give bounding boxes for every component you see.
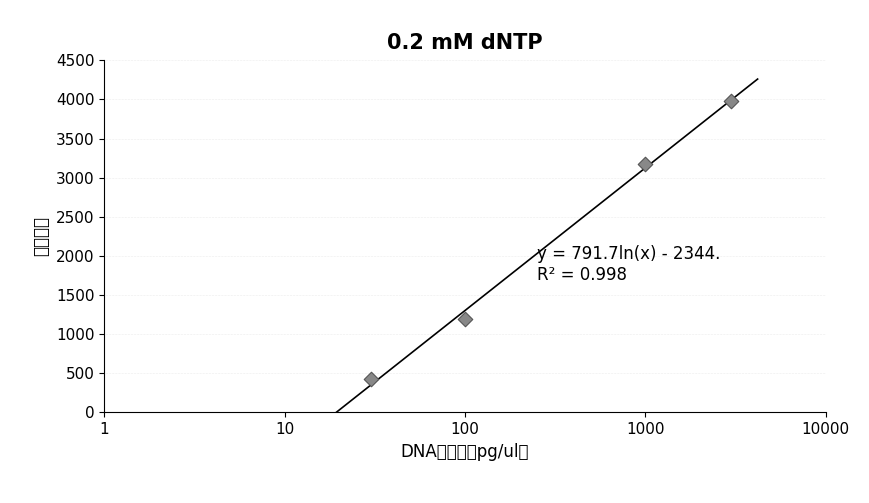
- Text: y = 791.7ln(x) - 2344.
R² = 0.998: y = 791.7ln(x) - 2344. R² = 0.998: [537, 245, 720, 284]
- Point: [458, 314, 472, 322]
- X-axis label: DNA输入量（pg/ul）: DNA输入量（pg/ul）: [401, 443, 529, 461]
- Point: [638, 159, 652, 167]
- Point: [725, 97, 739, 105]
- Point: [364, 375, 378, 383]
- Title: 0.2 mM dNTP: 0.2 mM dNTP: [387, 33, 543, 53]
- Y-axis label: 条带亮度: 条带亮度: [32, 216, 50, 257]
